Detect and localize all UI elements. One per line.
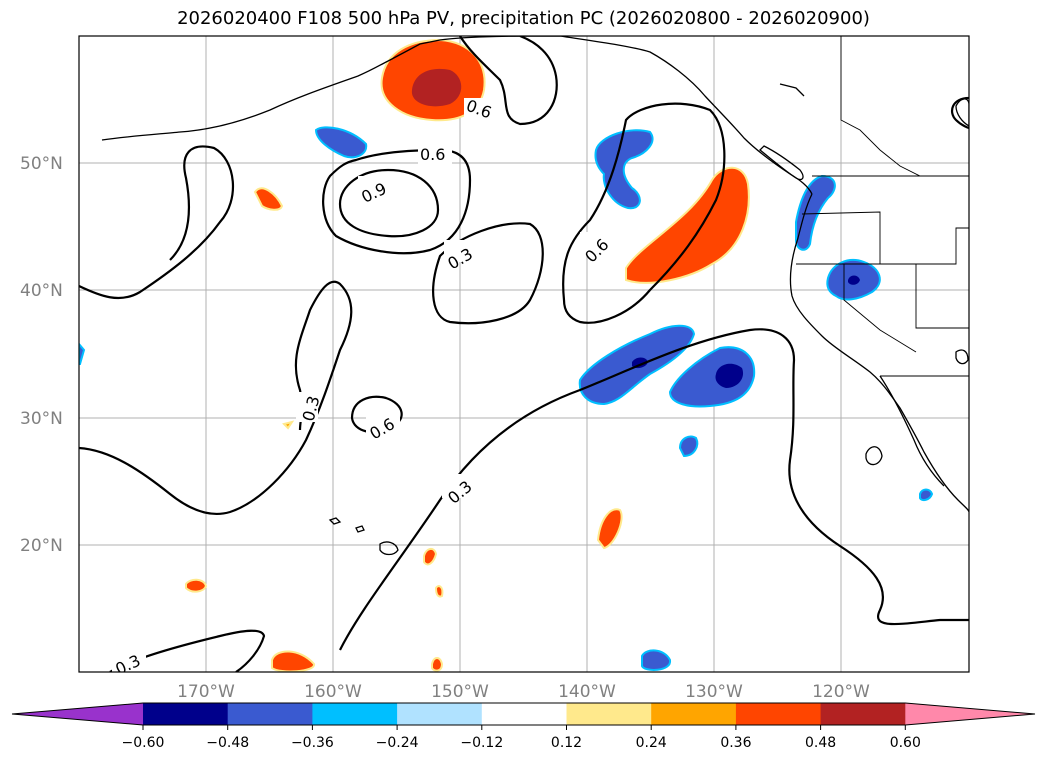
negative-core-3 [848,275,860,285]
colorbar-tick-label: 0.24 [636,735,667,751]
positive-blob-small-6 [271,650,315,672]
longitude-labels: 170°W 160°W 150°W 140°W 130°W 120°W [177,682,870,702]
island-small-4 [779,83,805,97]
lon-tick-label: 140°W [558,682,616,702]
positive-blob-small-7 [431,657,444,672]
political-borders [796,36,969,377]
positive-blob-small-1 [253,187,284,211]
map-area [79,36,969,672]
colorbar-tick-label: −0.48 [206,735,249,751]
island-small-1 [865,446,883,466]
vancouver-island [759,145,804,181]
colorbar-box [651,703,737,725]
colorbar-box [481,703,567,725]
lon-tick-label: 150°W [431,682,489,702]
island-small-2 [955,349,969,365]
positive-blob-gulf-alaska-core [411,68,462,107]
contour-0.6-small [350,395,403,434]
contour-0.9 [338,168,440,238]
negative-precip-areas [79,126,934,671]
colorbar-box [735,703,822,725]
lat-tick-label: 20°N [20,536,63,556]
west-coast [789,193,969,513]
colorbar-box [227,703,313,725]
negative-blob-8 [641,649,671,671]
positive-blob-small-2 [596,508,623,550]
positive-blob-small-8 [282,420,295,430]
negative-core-2 [715,363,744,388]
contour-0.6-east [562,102,726,324]
colorbar-box [143,703,229,725]
negative-blob-2 [594,129,654,210]
positive-blob-small-5 [434,585,444,598]
colorbar-tick-label: −0.24 [376,735,419,751]
latitude-labels: 50°N 40°N 30°N 20°N [20,154,63,556]
colorbar-box [820,703,906,725]
lon-tick-label: 160°W [304,682,362,702]
chart-title: 2026020400 F108 500 hPa PV, precipitatio… [177,8,870,29]
contour-0.3-big [79,280,353,516]
colorbar-tick-label: 0.12 [551,735,582,751]
lon-tick-label: 120°W [812,682,870,702]
negative-blob-10 [79,342,86,365]
contour-0.3-ne [951,96,969,130]
map-frame [78,35,970,673]
positive-blob-small-3 [185,578,208,593]
contour-0.3-center [432,222,544,325]
lat-tick-label: 30°N [20,409,63,429]
contour-label: 0.6 [420,145,445,164]
colorbar-tick-label: 0.36 [720,735,751,751]
colorbar-tick-label: 0.48 [805,735,836,751]
lon-tick-label: 170°W [177,682,235,702]
baja-coast [879,375,945,487]
negative-blob-1 [314,126,368,159]
colorbar-box [397,703,483,725]
colorbar: −0.60 −0.48 −0.36 −0.24 −0.12 0.12 0.24 0.36 0.4… [11,702,1036,751]
colorbar-extend-high [905,703,1035,725]
negative-blob-7 [678,435,699,458]
lon-tick-label: 130°W [685,682,743,702]
colorbar-tick-label: −0.60 [122,735,165,751]
hawaii-2 [355,525,365,533]
hawaii-1 [328,517,342,525]
lat-tick-label: 40°N [20,281,63,301]
contour-0.6-north [459,36,558,126]
colorbar-extend-low [12,703,143,725]
colorbar-tick-label: −0.36 [291,735,334,751]
negative-blob-9 [919,488,934,502]
colorbar-tick-label: 0.60 [890,735,921,751]
colorbar-box [566,703,652,725]
colorbar-tick-label: −0.12 [460,735,503,751]
negative-blob-4 [668,346,756,408]
contour-0.6-west [79,145,234,300]
hawaii-3 [379,541,399,556]
lat-tick-label: 50°N [20,154,63,174]
positive-blob-small-4 [423,548,438,566]
negative-blob-5 [795,174,836,251]
colorbar-box [312,703,398,725]
